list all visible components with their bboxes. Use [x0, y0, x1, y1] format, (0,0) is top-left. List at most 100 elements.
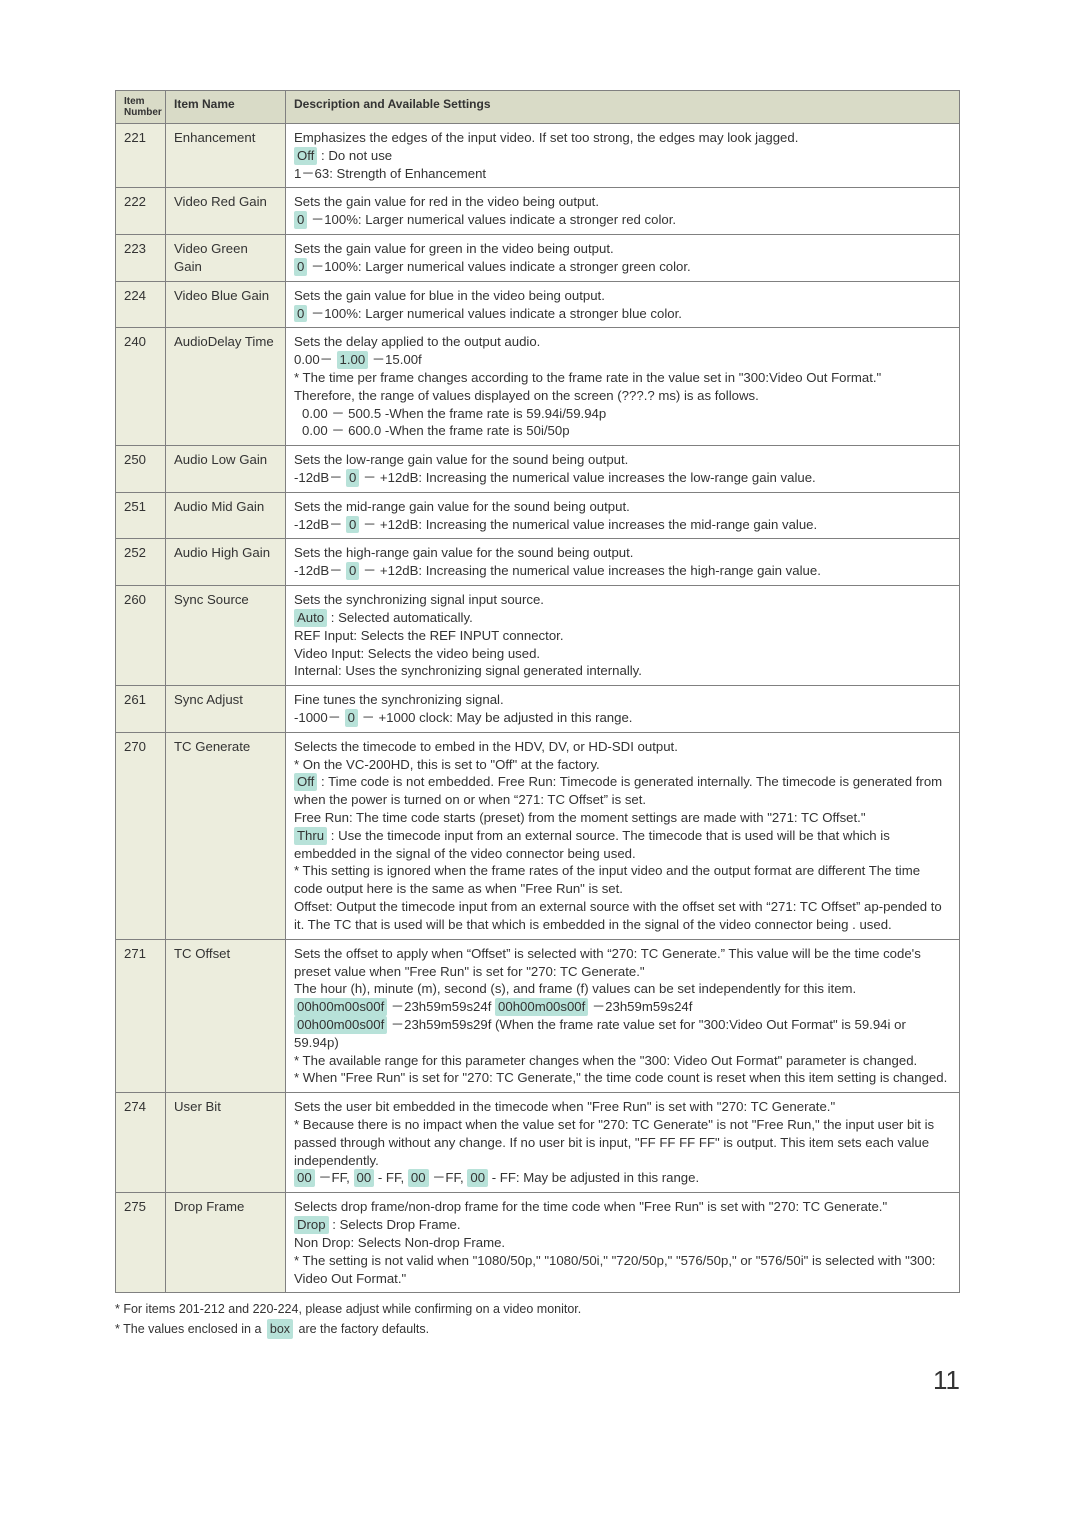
default-value-box: 00	[294, 1169, 315, 1187]
col-header-description: Description and Available Settings	[286, 91, 960, 124]
item-name-cell: Enhancement	[166, 124, 286, 188]
description-line: Selects the timecode to embed in the HDV…	[294, 738, 951, 756]
item-name-cell: TC Generate	[166, 732, 286, 939]
item-number-cell: 222	[116, 188, 166, 235]
default-value-box: Thru	[294, 827, 327, 845]
item-number-cell: 261	[116, 686, 166, 733]
footnote-line: * The values enclosed in a box are the f…	[115, 1319, 960, 1339]
default-value-box: 00h00m00s00f	[294, 1016, 387, 1034]
description-line: Sets the gain value for green in the vid…	[294, 240, 951, 258]
description-line: 00h00m00s00f －23h59m59s24f 00h00m00s00f …	[294, 998, 951, 1016]
default-value-box: Off	[294, 147, 317, 165]
description-cell: Sets the delay applied to the output aud…	[286, 328, 960, 446]
footnote-line: * For items 201-212 and 220-224, please …	[115, 1299, 960, 1319]
item-name-cell: Sync Adjust	[166, 686, 286, 733]
description-cell: Selects the timecode to embed in the HDV…	[286, 732, 960, 939]
description-line: Non Drop: Selects Non-drop Frame.	[294, 1234, 951, 1252]
description-cell: Sets the mid-range gain value for the so…	[286, 492, 960, 539]
description-line: Free Run: The time code starts (preset) …	[294, 809, 951, 827]
description-line: Thru : Use the timecode input from an ex…	[294, 827, 951, 863]
description-line: Therefore, the range of values displayed…	[294, 387, 951, 405]
item-number-cell: 252	[116, 539, 166, 586]
item-number-cell: 270	[116, 732, 166, 939]
item-number-cell: 274	[116, 1093, 166, 1193]
default-value-box: 00	[354, 1169, 375, 1187]
settings-table: Item Number Item Name Description and Av…	[115, 90, 960, 1293]
description-line: Fine tunes the synchronizing signal.	[294, 691, 951, 709]
col-header-item-number: Item Number	[116, 91, 166, 124]
item-number-cell: 250	[116, 446, 166, 493]
description-line: -1000－ 0 － +1000 clock: May be adjusted …	[294, 709, 951, 727]
description-cell: Sets the high-range gain value for the s…	[286, 539, 960, 586]
description-cell: Sets the synchronizing signal input sour…	[286, 586, 960, 686]
description-line: 00 －FF, 00 - FF, 00 －FF, 00 - FF: May be…	[294, 1169, 951, 1187]
description-line: 0.00 － 600.0 -When the frame rate is 50i…	[294, 422, 951, 440]
item-name-cell: Audio High Gain	[166, 539, 286, 586]
description-line: * Because there is no impact when the va…	[294, 1116, 951, 1169]
default-value-box: 0	[294, 211, 307, 229]
description-cell: Emphasizes the edges of the input video.…	[286, 124, 960, 188]
description-line: Sets the gain value for red in the video…	[294, 193, 951, 211]
description-line: * The available range for this parameter…	[294, 1052, 951, 1070]
table-row: 271TC OffsetSets the offset to apply whe…	[116, 939, 960, 1093]
description-line: Auto : Selected automatically.	[294, 609, 951, 627]
default-value-box: 0	[346, 516, 359, 534]
description-line: REF Input: Selects the REF INPUT connect…	[294, 627, 951, 645]
default-value-box: 0	[294, 258, 307, 276]
default-value-box: 0	[294, 305, 307, 323]
item-name-cell: Sync Source	[166, 586, 286, 686]
footnotes: * For items 201-212 and 220-224, please …	[115, 1299, 960, 1339]
description-cell: Selects drop frame/non-drop frame for th…	[286, 1193, 960, 1293]
description-line: Off : Do not use	[294, 147, 951, 165]
item-number-cell: 260	[116, 586, 166, 686]
default-value-box: 00	[408, 1169, 429, 1187]
item-number-cell: 271	[116, 939, 166, 1093]
description-line: Offset: Output the timecode input from a…	[294, 898, 951, 934]
default-value-box: 00	[467, 1169, 488, 1187]
item-name-cell: Video Green Gain	[166, 235, 286, 282]
description-cell: Sets the user bit embedded in the timeco…	[286, 1093, 960, 1193]
description-line: * When "Free Run" is set for "270: TC Ge…	[294, 1069, 951, 1087]
table-row: 224Video Blue GainSets the gain value fo…	[116, 281, 960, 328]
description-line: Emphasizes the edges of the input video.…	[294, 129, 951, 147]
description-line: -12dB－ 0 － +12dB: Increasing the numeric…	[294, 562, 951, 580]
description-cell: Fine tunes the synchronizing signal.-100…	[286, 686, 960, 733]
item-name-cell: TC Offset	[166, 939, 286, 1093]
default-value-box: Drop	[294, 1216, 329, 1234]
description-line: Sets the low-range gain value for the so…	[294, 451, 951, 469]
description-line: * This setting is ignored when the frame…	[294, 862, 951, 898]
item-name-cell: AudioDelay Time	[166, 328, 286, 446]
table-row: 222Video Red Gain Sets the gain value for…	[116, 188, 960, 235]
description-line: -12dB－ 0 － +12dB: Increasing the numeric…	[294, 469, 951, 487]
description-line: Sets the gain value for blue in the vide…	[294, 287, 951, 305]
item-number-cell: 221	[116, 124, 166, 188]
default-box-example: box	[267, 1319, 293, 1339]
default-value-box: 0	[345, 709, 358, 727]
description-line: 0 －100%: Larger numerical values indicat…	[294, 211, 951, 229]
description-line: Sets the mid-range gain value for the so…	[294, 498, 951, 516]
description-line: * The setting is not valid when "1080/50…	[294, 1252, 951, 1288]
description-line: Internal: Uses the synchronizing signal …	[294, 662, 951, 680]
description-line: * The time per frame changes according t…	[294, 369, 951, 387]
table-row: 274User BitSets the user bit embedded in…	[116, 1093, 960, 1193]
item-name-cell: Drop Frame	[166, 1193, 286, 1293]
table-row: 223Video Green Gain Sets the gain value f…	[116, 235, 960, 282]
item-name-cell: Video Red Gain	[166, 188, 286, 235]
default-value-box: Off	[294, 773, 317, 791]
description-line: Off : Time code is not embedded. Free Ru…	[294, 773, 951, 809]
description-cell: Sets the offset to apply when “Offset” i…	[286, 939, 960, 1093]
item-number-cell: 240	[116, 328, 166, 446]
description-line: 0 －100%: Larger numerical values indicat…	[294, 305, 951, 323]
description-cell: Sets the gain value for blue in the vide…	[286, 281, 960, 328]
description-line: Sets the high-range gain value for the s…	[294, 544, 951, 562]
default-value-box: 00h00m00s00f	[495, 998, 588, 1016]
item-number-cell: 223	[116, 235, 166, 282]
item-number-cell: 224	[116, 281, 166, 328]
description-line: 0.00－ 1.00 －15.00f	[294, 351, 951, 369]
description-line: The hour (h), minute (m), second (s), an…	[294, 980, 951, 998]
default-value-box: 0	[346, 469, 359, 487]
description-line: 00h00m00s00f －23h59m59s29f (When the fra…	[294, 1016, 951, 1052]
default-value-box: 1.00	[337, 351, 369, 369]
description-line: 1－63: Strength of Enhancement	[294, 165, 951, 183]
description-line: -12dB－ 0 － +12dB: Increasing the numeric…	[294, 516, 951, 534]
